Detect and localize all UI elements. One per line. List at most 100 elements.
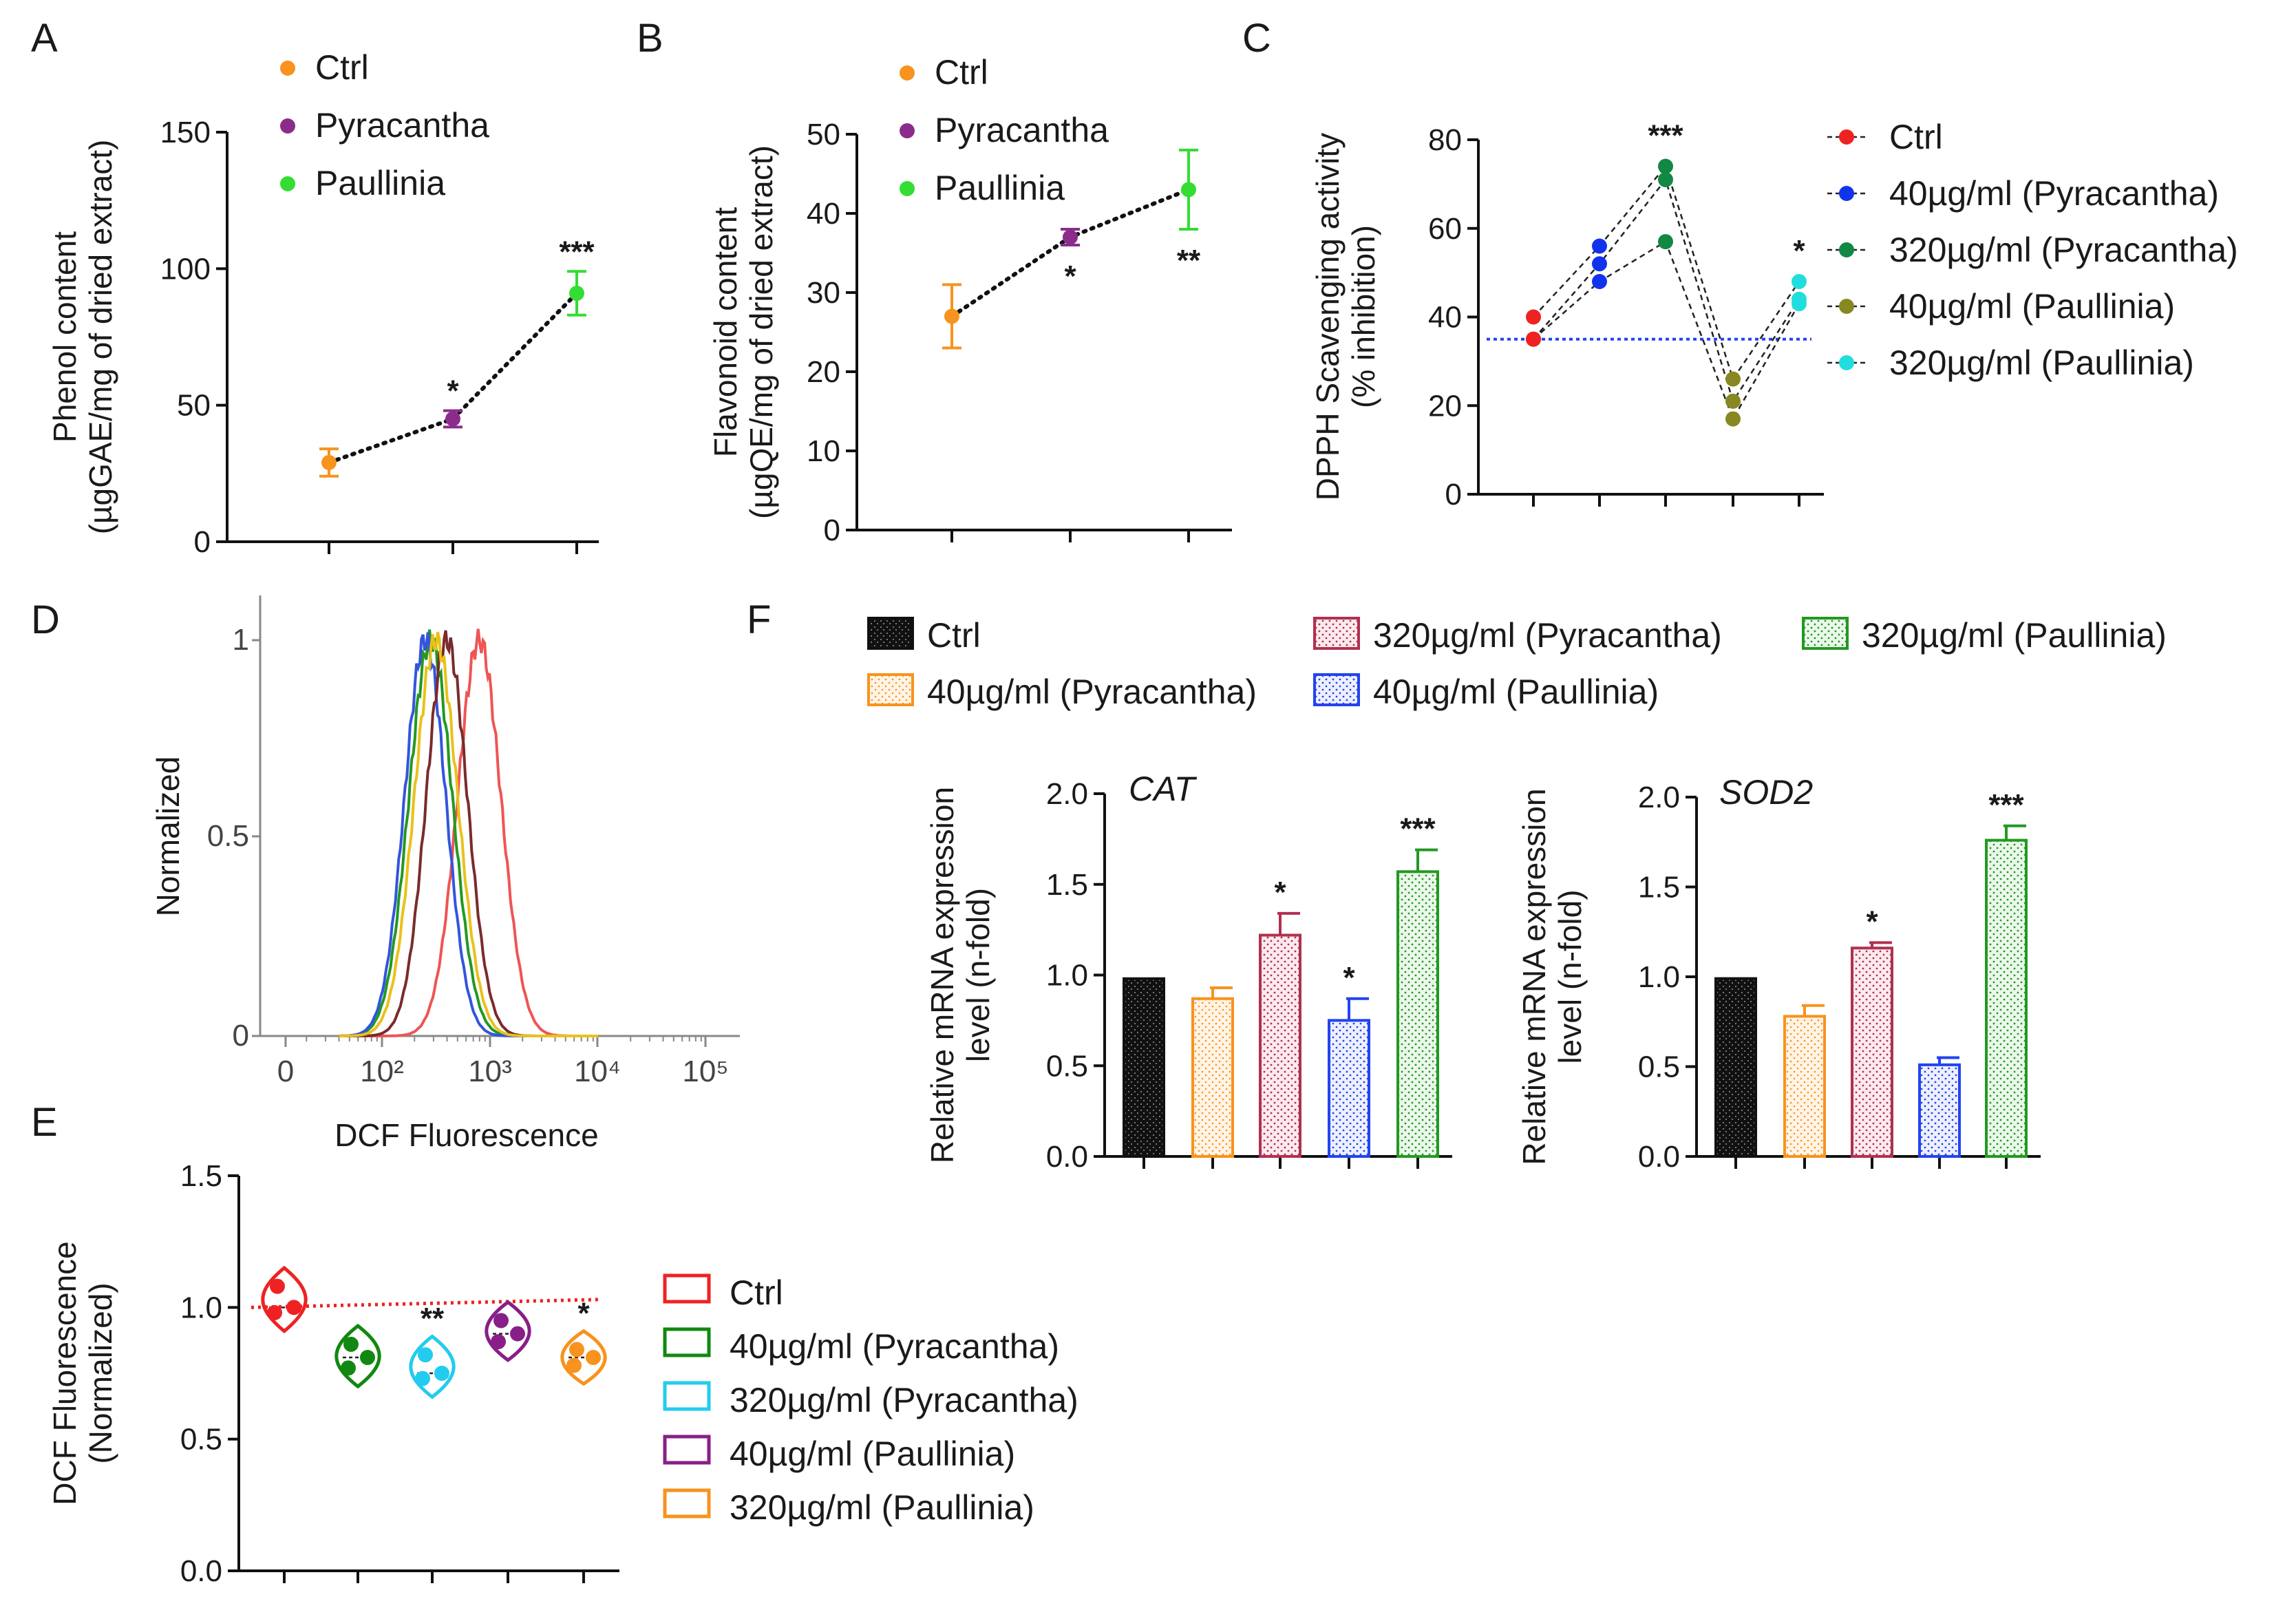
legend-swatch [867,617,914,650]
y-axis-title: DPPH Scavenging activity [1310,133,1346,500]
y-tick-label: 0 [1445,478,1462,511]
legend-swatch [1313,673,1360,706]
y-tick-label: 2.0 [1638,781,1680,814]
legend-label: 40µg/ml (Pyracantha) [927,673,1257,711]
legend-label: Pyracantha [935,111,1109,149]
data-point [341,1360,356,1376]
bar [1783,1015,1826,1159]
legend-label: 320µg/ml (Pyracantha) [1889,231,2238,269]
violin-shape [261,1265,308,1334]
data-point [569,1342,584,1357]
y-axis-title: Relative mRNA expression [1516,788,1552,1165]
legend-marker [1839,242,1854,257]
legend-marker [1839,186,1854,201]
y-axis-title: (µgGAE/mg of dried extract) [83,140,118,535]
data-point [1658,158,1673,174]
legend-label: 320µg/ml (Paullinia) [1889,343,2194,382]
data-point [493,1313,509,1329]
y-axis-title: DCF Fluorescence [47,1241,83,1505]
legend-label: 320µg/ml (Paullinia) [730,1488,1034,1527]
panel-d-histogram-chart: 0 0.5 1 0 10² 10³ 10⁴ 10⁵ Normalized DCF Fluoresc… [150,595,740,1153]
legend-label: 40µg/ml (Pyracantha) [1889,174,2219,213]
significance-marker: * [447,374,459,408]
y-tick-label: 2.0 [1046,777,1088,811]
bar [1714,977,1757,1158]
data-point [569,286,584,302]
y-tick-label: 1 [233,623,249,657]
legend-label: 320µg/ml (Pyracantha) [730,1381,1078,1419]
legend-label: 320µg/ml (Pyracantha) [1373,616,1722,655]
y-tick-label: 100 [160,252,211,286]
bar [1259,933,1301,1159]
y-tick-label: 150 [160,116,211,149]
bar [1396,870,1439,1159]
y-tick-label: 1.0 [1638,960,1680,994]
bar [1123,977,1165,1159]
y-axis-title: Flavonoid content [708,207,743,457]
data-point [566,1357,582,1373]
y-tick-label: 50 [807,118,840,151]
legend-label: Ctrl [730,1273,783,1312]
y-tick-label: 0.5 [207,819,249,853]
violin-shape [560,1329,607,1386]
legend-marker [1839,129,1854,145]
y-tick-label: 0.5 [1046,1049,1088,1083]
data-point [418,1347,433,1363]
legend-marker [280,176,295,191]
y-tick-label: 0.0 [180,1554,222,1588]
trend-connector [950,187,1191,319]
x-tick-label: 10⁴ [574,1055,621,1088]
violin-shape [485,1300,531,1362]
significance-marker: * [1064,260,1076,293]
legend-label: 40µg/ml (Paullinia) [1889,287,2175,326]
panel-label-f: F [747,597,771,642]
data-point [415,1371,430,1386]
legend-label: 320µg/ml (Paullinia) [1862,616,2167,655]
significance-marker: * [1866,904,1878,938]
legend-swatch [663,1381,711,1411]
y-tick-label: 40 [807,197,840,231]
data-point [1792,274,1807,289]
y-tick-label: 20 [807,355,840,389]
legend-swatch [663,1435,711,1465]
y-tick-label: 0 [233,1019,249,1052]
data-point [1526,309,1541,325]
data-point [1792,296,1807,312]
data-point [321,454,337,470]
panel-e-violin-chart: 0.0 0.5 1.0 1.5 DCF Fluorescence (Normalized)… [47,1159,1078,1588]
panel-label-a: A [31,16,58,61]
y-axis-title: (µgQE/mg of dried extract) [743,145,779,519]
data-point [343,1336,359,1352]
legend-marker [1839,355,1854,370]
legend-swatch [1802,617,1849,650]
data-point [270,1278,285,1294]
legend-marker [280,61,295,76]
legend-swatch [867,673,914,706]
replicate-line [1533,178,1800,403]
legend-swatch [663,1488,711,1519]
data-point [1526,331,1541,347]
panel-label-c: C [1242,16,1271,61]
legend-label: Ctrl [1889,118,1943,156]
legend-label: 40µg/ml (Paullinia) [730,1435,1015,1473]
bar [1851,946,1893,1158]
panel-label-e: E [31,1100,58,1145]
violin-shape [409,1334,456,1399]
y-tick-label: 0 [194,525,211,559]
data-point [1725,371,1741,387]
y-tick-label: 60 [1428,212,1462,246]
y-axis-title: level (n-fold) [960,888,996,1062]
panel-label-b: B [637,16,663,61]
legend-label: 40µg/ml (Pyracantha) [730,1327,1059,1366]
replicate-line [1533,165,1800,381]
legend-swatch [663,1273,711,1304]
y-axis-title: (% inhibition) [1346,225,1381,408]
data-point [1592,274,1607,289]
y-tick-label: 1.5 [1638,871,1680,904]
legend-label: Pyracantha [315,106,489,145]
y-tick-label: 0.5 [180,1423,222,1457]
data-point [1658,234,1673,250]
significance-marker: * [1793,234,1805,268]
significance-marker: *** [1400,812,1436,846]
